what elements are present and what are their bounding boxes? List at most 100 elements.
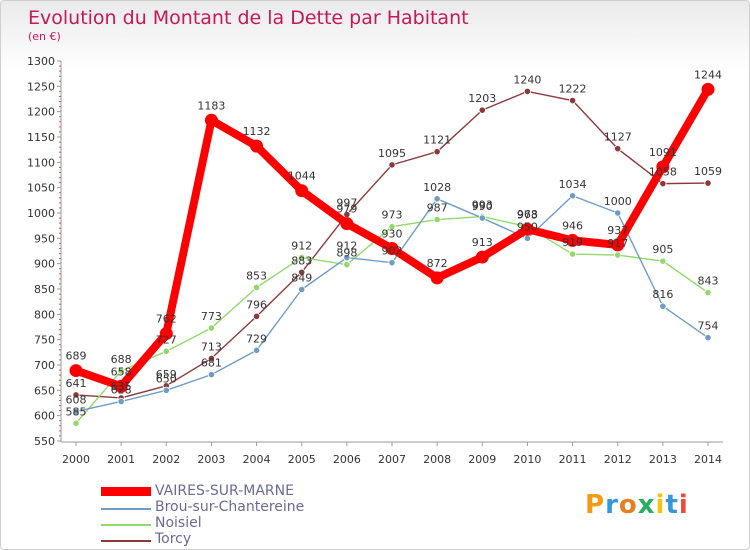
data-label-torcy: 796 xyxy=(246,298,267,311)
data-point-vaires-sur-marne xyxy=(159,327,173,341)
data-label-torcy: 997 xyxy=(336,197,357,210)
data-label-noisiel: 973 xyxy=(517,209,538,222)
data-label-noisiel: 905 xyxy=(652,243,673,256)
legend-swatch-brou xyxy=(101,508,151,510)
data-point-torcy xyxy=(614,145,622,153)
data-label-vaires-sur-marne: 968 xyxy=(517,208,538,221)
data-label-brou-sur-chantereine: 950 xyxy=(517,220,538,233)
logo-letter: P xyxy=(585,490,606,520)
data-point-torcy xyxy=(659,180,667,188)
data-label-vaires-sur-marne: 1183 xyxy=(197,99,225,112)
y-tick-label: 1050 xyxy=(27,182,55,195)
logo-letter: i xyxy=(655,490,666,520)
data-label-torcy: 1203 xyxy=(468,92,496,105)
legend-label-vaires: VAIRES-SUR-MARNE xyxy=(155,483,294,499)
legend-swatch-noisiel xyxy=(101,524,151,526)
x-tick-label: 2007 xyxy=(378,453,406,466)
data-point-noisiel xyxy=(614,251,622,259)
data-label-brou-sur-chantereine: 1000 xyxy=(604,195,632,208)
y-tick-label: 550 xyxy=(34,435,55,448)
data-label-vaires-sur-marne: 1244 xyxy=(694,68,722,81)
data-label-noisiel: 898 xyxy=(336,247,357,260)
data-point-noisiel xyxy=(388,223,396,231)
legend-label-torcy: Torcy xyxy=(155,531,192,547)
x-tick-label: 2000 xyxy=(62,453,90,466)
data-label-torcy: 641 xyxy=(66,377,87,390)
data-point-vaires-sur-marne xyxy=(340,217,354,231)
data-point-torcy xyxy=(433,148,441,156)
legend-label-noisiel: Noisiel xyxy=(155,515,202,531)
data-label-noisiel: 727 xyxy=(156,333,177,346)
data-point-noisiel xyxy=(343,261,351,269)
data-point-torcy xyxy=(388,161,396,169)
data-point-torcy xyxy=(207,354,216,363)
data-point-brou-sur-chantereine xyxy=(207,371,216,379)
data-label-vaires-sur-marne: 979 xyxy=(336,203,357,216)
data-point-vaires-sur-marne xyxy=(250,139,264,153)
data-label-vaires-sur-marne: 913 xyxy=(472,236,493,249)
data-point-torcy xyxy=(72,391,80,399)
data-point-torcy xyxy=(478,106,486,114)
data-point-noisiel xyxy=(207,324,216,332)
data-label-noisiel: 912 xyxy=(291,240,312,253)
data-label-brou-sur-chantereine: 912 xyxy=(336,240,357,253)
data-label-brou-sur-chantereine: 650 xyxy=(156,372,177,385)
y-tick-label: 900 xyxy=(34,258,55,271)
data-point-noisiel xyxy=(433,215,441,224)
data-point-brou-sur-chantereine xyxy=(704,334,712,342)
data-label-torcy: 713 xyxy=(201,340,222,353)
data-point-vaires-sur-marne xyxy=(295,184,309,198)
data-point-brou-sur-chantereine xyxy=(523,234,532,242)
x-tick-label: 2014 xyxy=(694,453,722,466)
data-label-vaires-sur-marne: 946 xyxy=(562,219,583,232)
data-label-noisiel: 585 xyxy=(66,405,87,418)
data-point-torcy xyxy=(568,96,577,105)
data-label-torcy: 1095 xyxy=(378,147,406,160)
chart-title: Evolution du Montant de la Dette par Hab… xyxy=(28,7,469,29)
data-label-torcy: 1058 xyxy=(649,166,677,179)
y-tick-label: 850 xyxy=(34,283,55,296)
x-tick-label: 2011 xyxy=(559,453,587,466)
x-tick-label: 2005 xyxy=(288,453,316,466)
y-tick-label: 1250 xyxy=(27,80,55,93)
data-point-noisiel xyxy=(162,347,170,355)
data-point-brou-sur-chantereine xyxy=(388,259,396,267)
data-label-torcy: 883 xyxy=(291,254,312,267)
data-label-vaires-sur-marne: 937 xyxy=(607,224,628,237)
data-label-vaires-sur-marne: 872 xyxy=(427,257,448,270)
data-point-noisiel xyxy=(568,250,577,258)
proxiti-logo: Proxiti xyxy=(585,490,689,520)
x-tick-label: 2009 xyxy=(468,453,496,466)
data-label-brou-sur-chantereine: 754 xyxy=(698,320,719,333)
x-tick-label: 2012 xyxy=(604,453,632,466)
y-tick-label: 1150 xyxy=(27,131,55,144)
data-label-torcy: 1127 xyxy=(604,131,632,144)
data-point-brou-sur-chantereine xyxy=(659,302,667,310)
data-point-vaires-sur-marne xyxy=(520,222,534,236)
legend-swatch-torcy xyxy=(101,540,151,542)
x-tick-label: 2003 xyxy=(197,453,225,466)
logo-letter: o xyxy=(618,490,638,520)
data-label-torcy: 1222 xyxy=(559,83,587,96)
data-point-brou-sur-chantereine xyxy=(614,209,622,217)
data-label-brou-sur-chantereine: 902 xyxy=(382,245,403,258)
data-point-vaires-sur-marne xyxy=(204,113,218,127)
logo-letter: r xyxy=(605,490,619,520)
unit-label: (en €) xyxy=(28,30,61,43)
data-point-brou-sur-chantereine xyxy=(478,214,486,222)
data-label-brou-sur-chantereine: 628 xyxy=(111,383,132,396)
data-label-torcy: 1059 xyxy=(694,165,722,178)
data-label-brou-sur-chantereine: 681 xyxy=(201,357,222,370)
data-label-torcy: 635 xyxy=(111,380,132,393)
y-tick-label: 750 xyxy=(34,334,55,347)
data-point-vaires-sur-marne xyxy=(385,241,399,255)
data-label-brou-sur-chantereine: 608 xyxy=(66,394,87,407)
data-label-vaires-sur-marne: 762 xyxy=(156,313,177,326)
data-label-noisiel: 919 xyxy=(562,236,583,249)
data-label-torcy: 1121 xyxy=(423,134,451,147)
line-chart: 550 600 650 700 750 800 850 900 950 1000 1050 1100 1… xyxy=(27,55,723,466)
data-label-brou-sur-chantereine: 816 xyxy=(652,288,673,301)
data-point-vaires-sur-marne xyxy=(475,250,489,264)
data-label-brou-sur-chantereine: 1028 xyxy=(423,181,451,194)
